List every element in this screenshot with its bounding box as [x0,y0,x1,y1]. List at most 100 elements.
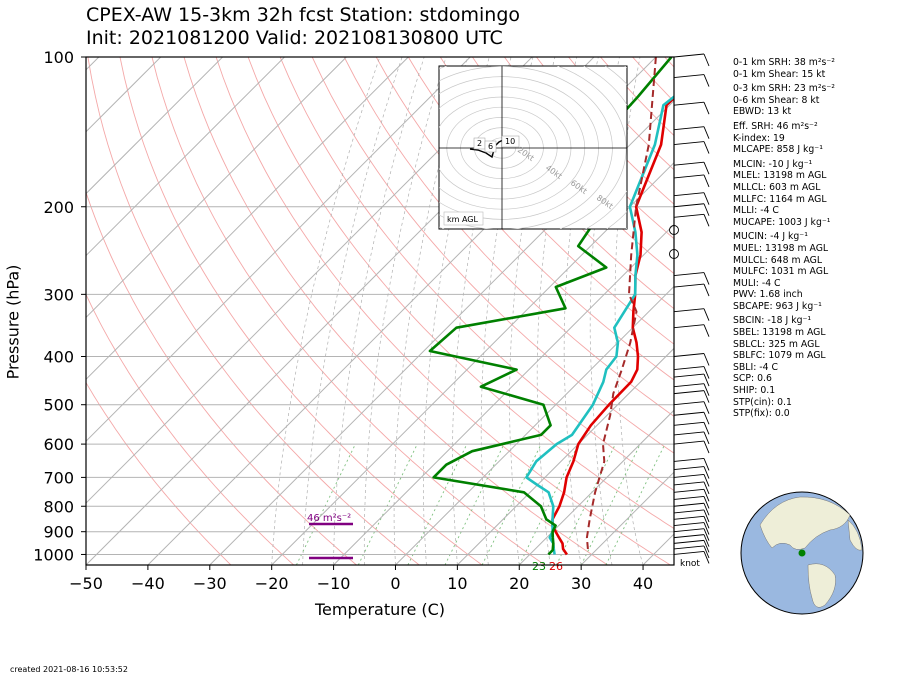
wind-barb [673,509,710,523]
dry-adiabat [600,57,674,137]
wind-barb [673,551,710,564]
plot-area [86,57,906,565]
dry-adiabat [375,57,674,381]
wind-barb [673,272,710,285]
stats-row: MLLFC: 1164 m AGL [733,193,827,205]
stats-row: MLLCL: 603 m AGL [733,181,821,193]
wind-barb [673,481,710,495]
isobars [86,57,674,555]
wind-barb [673,502,710,516]
dry-adiabat [439,57,674,310]
station-marker [798,549,806,557]
x-tick-label: 0 [390,574,400,593]
wind-barb [673,466,710,479]
wind-barb [673,539,710,553]
wind-barb [673,373,710,387]
stats-row: MUCAPE: 1003 J kg⁻¹ [733,216,831,228]
stats-row: Eff. SRH: 46 m²s⁻² [733,120,818,132]
isotherm [457,347,674,565]
wind-barb [673,383,710,396]
wind-barb [673,457,710,471]
stats-row: SBLI: -4 C [733,361,779,373]
dry-adiabat [86,381,232,565]
x-axis-label: Temperature (C) [314,600,446,619]
wind-barb [673,366,710,379]
wind-barb [673,192,710,205]
x-tick-label: −40 [131,574,165,593]
stats-row: 0-6 km Shear: 8 kt [733,94,820,106]
stats-row: SCP: 0.6 [733,373,772,385]
dry-adiabat [119,57,483,565]
location-globe [740,491,864,615]
dry-adiabat [87,57,420,565]
wind-barb [673,515,710,529]
stats-row: SBCIN: -18 J kg⁻¹ [733,315,812,327]
y-tick-label: 600 [43,435,74,454]
isotherm [209,100,674,565]
stats-row: SBLFC: 1079 m AGL [733,350,826,362]
stats-row: MLCAPE: 858 J kg⁻¹ [733,144,823,156]
dry-adiabat [407,57,674,345]
stats-row: SBEL: 13198 m AGL [733,327,826,339]
y-tick-label: 1000 [33,545,74,564]
hodograph-height-label: 6 [488,142,493,151]
x-tick-label: 30 [571,574,591,593]
wind-barb [673,353,710,366]
wind-barb [673,53,710,67]
isotherm [86,57,100,71]
plot-frame [85,56,675,566]
calm-wind-marker [669,249,679,259]
hodograph-height-label: 2 [477,139,482,148]
wind-barb [673,324,710,337]
stats-row: K-index: 19 [733,132,785,144]
wind-barb [673,401,710,414]
stats-row: MUEL: 13198 m AGL [733,242,829,254]
y-tick-label: 100 [43,48,74,67]
moist-adiabat [363,57,447,565]
moist-adiabat [302,57,403,565]
dry-adiabat [729,57,906,565]
x-tick-label: −10 [317,574,351,593]
isotherm [518,409,674,565]
wind-barb [673,308,710,321]
wind-barb [673,283,710,297]
y-tick-label: 400 [43,348,74,367]
moist-adiabat [614,57,644,565]
isotherm [86,57,223,195]
chart-subtitle: Init: 2021081200 Valid: 202108130800 UTC [86,27,503,49]
wind-barb [673,522,710,535]
wind-barb [673,161,710,175]
isotherm [86,57,471,442]
wind-barbs [673,53,710,564]
wind-barb [673,440,710,454]
dry-adiabat [472,57,674,275]
moist-adiabats [271,57,644,565]
stats-row: MLEL: 13198 m AGL [733,170,827,182]
stats-row: SBCAPE: 963 J kg⁻¹ [733,300,822,312]
dry-adiabat [86,190,357,565]
stats-row: STP(fix): 0.0 [733,408,790,420]
x-tick-label: 40 [633,574,653,593]
series-line-3 [585,57,657,550]
isotherm [86,57,285,257]
y-tick-label: 700 [43,468,74,487]
dry-adiabat [86,293,295,565]
mixing-ratio-line [555,443,616,565]
x-tick-label: −50 [69,574,103,593]
mixing-ratio-line [580,443,641,565]
surface-temp-label: 26 [549,560,563,573]
wind-barb [673,101,710,115]
isotherm [333,223,674,565]
dry-adiabat [697,57,906,565]
x-tick-label: −20 [255,574,289,593]
wind-barb [673,534,710,547]
stats-row: MLCIN: -10 J kg⁻¹ [733,158,813,170]
dry-adiabat [664,57,674,68]
stats-panel: 0-1 km SRH: 38 m²s⁻² 0-1 km Shear: 15 kt 0… [733,57,903,420]
wind-barb [673,141,710,154]
y-tick-label: 500 [43,396,74,415]
isotherm [580,471,674,565]
x-tick-label: −30 [193,574,227,593]
